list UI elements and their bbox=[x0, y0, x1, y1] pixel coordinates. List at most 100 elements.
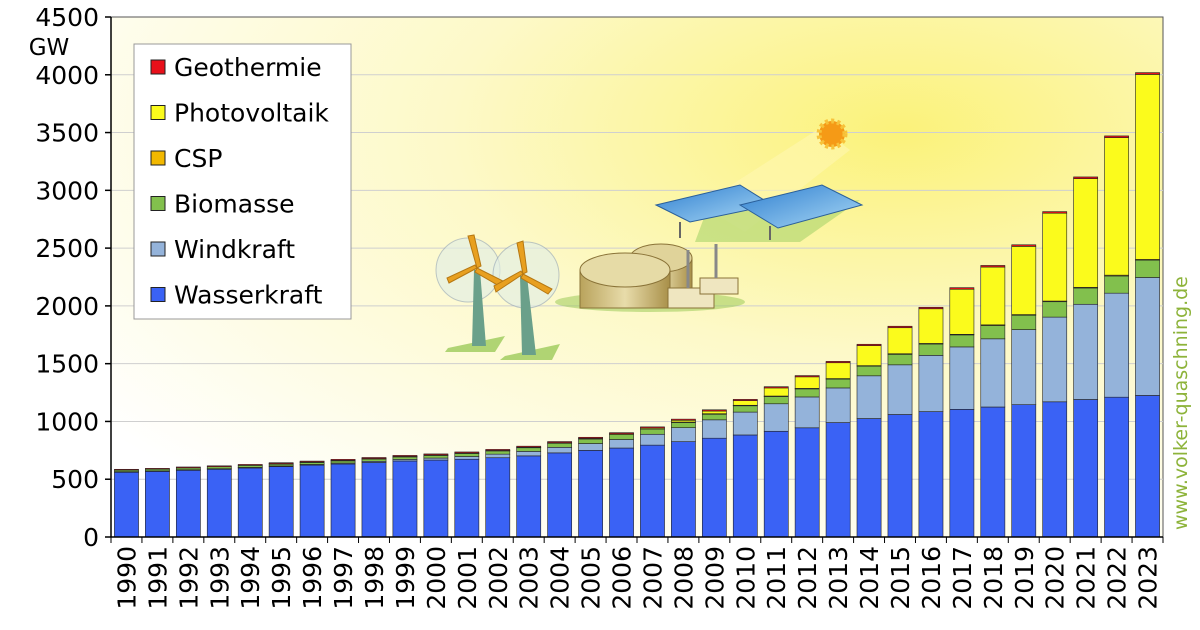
bar-segment-windkraft-2018 bbox=[980, 338, 1006, 408]
bar-segment-geothermie-2016 bbox=[918, 306, 944, 310]
x-tick-label: 1994 bbox=[236, 546, 265, 610]
x-tick-label: 1997 bbox=[329, 546, 358, 610]
bar-segment-photovoltaik-2011 bbox=[763, 387, 789, 397]
bar-segment-biomasse-2005 bbox=[578, 438, 603, 444]
bar-segment-wasserkraft-1998 bbox=[361, 462, 387, 538]
x-tick-label: 2015 bbox=[886, 546, 915, 610]
bar-segment-geothermie-2017 bbox=[949, 287, 975, 290]
x-tick-label: 2016 bbox=[917, 546, 946, 610]
bar-segment-photovoltaik-2022 bbox=[1104, 137, 1129, 276]
x-tick-label: 2019 bbox=[1010, 546, 1039, 610]
legend-label-biomasse: Biomasse bbox=[174, 190, 295, 219]
bar-segment-wasserkraft-2013 bbox=[825, 422, 851, 538]
bar-segment-geothermie-2021 bbox=[1073, 176, 1099, 179]
bar-segment-wasserkraft-1996 bbox=[299, 464, 325, 538]
bar-segment-windkraft-2011 bbox=[763, 403, 789, 432]
bar-segment-wasserkraft-2005 bbox=[578, 450, 603, 538]
bar-segment-windkraft-2016 bbox=[918, 355, 944, 412]
x-tick-label: 2013 bbox=[824, 546, 853, 610]
bar-segment-photovoltaik-2017 bbox=[949, 288, 975, 335]
x-tick-label: 2008 bbox=[669, 546, 698, 610]
bar-segment-photovoltaik-2010 bbox=[732, 400, 758, 406]
bar-segment-geothermie-2019 bbox=[1011, 244, 1037, 247]
legend-label-wasserkraft: Wasserkraft bbox=[174, 281, 323, 310]
bar-segment-windkraft-2006 bbox=[609, 439, 634, 449]
wind-turbine-icon bbox=[435, 234, 560, 360]
bar-segment-wasserkraft-2014 bbox=[856, 418, 882, 538]
solar-panel-icon bbox=[654, 184, 864, 242]
bar-segment-biomasse-2013 bbox=[825, 378, 851, 389]
bar-segment-photovoltaik-2013 bbox=[825, 362, 851, 379]
y-tick-label: 4500 bbox=[35, 3, 99, 32]
bar-segment-photovoltaik-2015 bbox=[887, 327, 913, 355]
bar-segment-photovoltaik-2023 bbox=[1135, 74, 1160, 260]
biogas-plant-icon bbox=[555, 243, 745, 312]
bar-segment-wasserkraft-1990 bbox=[114, 471, 139, 538]
legend-box bbox=[133, 43, 352, 320]
bar-segment-wasserkraft-2010 bbox=[732, 434, 758, 538]
bar-segment-wasserkraft-2023 bbox=[1135, 395, 1160, 538]
bar-segment-windkraft-2004 bbox=[547, 447, 573, 454]
bar-stacks bbox=[114, 72, 1160, 538]
bar-segment-geothermie-2009 bbox=[701, 409, 727, 412]
bar-segment-wasserkraft-2017 bbox=[949, 409, 975, 538]
bar-segment-geothermie-2004 bbox=[547, 441, 573, 444]
bar-segment-biomasse-1994 bbox=[237, 465, 263, 468]
bar-segment-geothermie-2008 bbox=[671, 418, 696, 421]
bar-segment-biomasse-2006 bbox=[609, 434, 634, 440]
bar-segment-biomasse-2008 bbox=[671, 421, 696, 428]
bar-segment-biomasse-2022 bbox=[1104, 275, 1129, 294]
x-tick-label: 1995 bbox=[267, 546, 296, 610]
bar-segment-geothermie-2005 bbox=[578, 436, 603, 439]
x-tick-label: 2011 bbox=[762, 546, 791, 610]
bar-segment-wasserkraft-2021 bbox=[1073, 399, 1099, 538]
x-tick-label: 1999 bbox=[391, 546, 420, 610]
bar-segment-windkraft-2017 bbox=[949, 346, 975, 410]
x-tick-label: 2005 bbox=[577, 546, 606, 610]
x-tick-label: 1993 bbox=[205, 546, 234, 610]
y-tick-label: 3500 bbox=[35, 119, 99, 148]
bar-segment-wasserkraft-1991 bbox=[145, 470, 170, 538]
bar-segment-wasserkraft-1994 bbox=[237, 467, 263, 538]
x-tick-label: 2018 bbox=[979, 546, 1008, 610]
bar-segment-geothermie-2015 bbox=[887, 325, 913, 329]
bar-segment-biomasse-2003 bbox=[516, 447, 542, 452]
bar-segment-photovoltaik-2012 bbox=[794, 376, 820, 389]
x-tick-label: 2003 bbox=[515, 546, 544, 610]
bar-segment-wasserkraft-2002 bbox=[485, 457, 511, 538]
bar-segment-geothermie-2000 bbox=[423, 453, 449, 456]
bar-segment-geothermie-1998 bbox=[361, 457, 387, 459]
bar-segment-windkraft-2002 bbox=[485, 453, 511, 459]
x-tick-label: 1998 bbox=[360, 546, 389, 610]
bar-segment-geothermie-1996 bbox=[299, 460, 325, 463]
bar-segment-wasserkraft-2015 bbox=[887, 414, 913, 538]
bar-segment-biomasse-2020 bbox=[1042, 301, 1068, 318]
bar-segment-wasserkraft-1992 bbox=[175, 469, 201, 538]
bar-segment-geothermie-2012 bbox=[794, 375, 820, 378]
bar-segment-wasserkraft-1999 bbox=[392, 460, 418, 538]
bar-segment-wasserkraft-2008 bbox=[671, 441, 696, 538]
legend-swatch-photovoltaik bbox=[150, 105, 166, 120]
bar-segment-biomasse-2017 bbox=[949, 334, 975, 348]
bar-segment-biomasse-2014 bbox=[856, 365, 882, 377]
bar-segment-wasserkraft-2022 bbox=[1104, 396, 1129, 538]
bar-segment-wasserkraft-2018 bbox=[980, 406, 1006, 538]
bar-segment-biomasse-2021 bbox=[1073, 287, 1099, 305]
x-tick-label: 2007 bbox=[638, 546, 667, 610]
bar-segment-windkraft-2020 bbox=[1042, 316, 1068, 403]
bar-segment-windkraft-2015 bbox=[887, 364, 913, 415]
bar-segment-wasserkraft-1995 bbox=[268, 466, 294, 538]
bar-segment-biomasse-2010 bbox=[732, 405, 758, 413]
x-tick-label: 2022 bbox=[1103, 546, 1132, 610]
bar-segment-biomasse-2018 bbox=[980, 325, 1006, 340]
y-tick-label: 2000 bbox=[35, 292, 99, 321]
x-tick-label: 1991 bbox=[143, 546, 172, 610]
bar-segment-windkraft-2003 bbox=[516, 451, 542, 457]
bar-segment-biomasse-2016 bbox=[918, 343, 944, 356]
bar-segment-biomasse-2004 bbox=[547, 442, 573, 448]
bar-segment-wasserkraft-2003 bbox=[516, 455, 542, 538]
x-tick-label: 2020 bbox=[1041, 546, 1070, 610]
bar-segment-geothermie-2013 bbox=[825, 361, 851, 364]
x-tick-label: 1996 bbox=[298, 546, 327, 610]
